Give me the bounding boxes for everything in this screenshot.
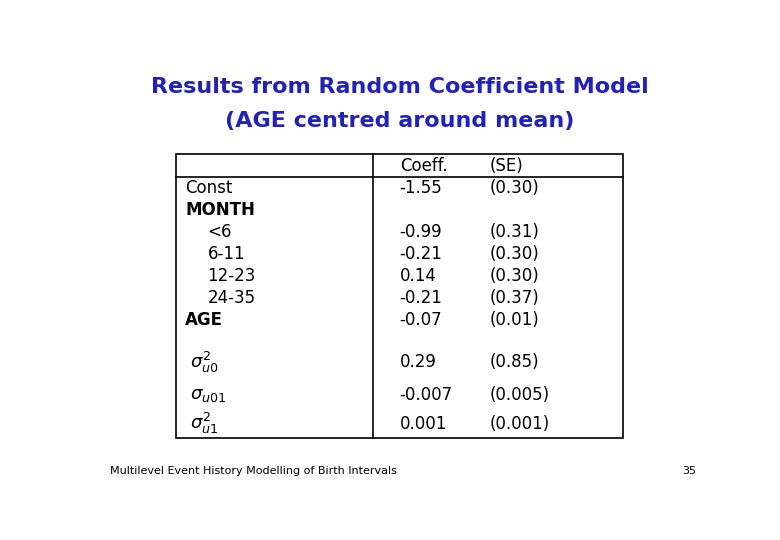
FancyBboxPatch shape (176, 154, 623, 438)
Text: Multilevel Event History Modelling of Birth Intervals: Multilevel Event History Modelling of Bi… (109, 467, 396, 476)
Text: 24-35: 24-35 (207, 289, 256, 307)
Text: 12-23: 12-23 (207, 267, 256, 285)
Text: (0.85): (0.85) (489, 353, 539, 371)
Text: MONTH: MONTH (185, 201, 255, 219)
Text: -0.99: -0.99 (399, 223, 442, 241)
Text: (SE): (SE) (489, 157, 523, 174)
Text: $\sigma_{u0}^{2}$: $\sigma_{u0}^{2}$ (190, 349, 218, 375)
Text: AGE: AGE (185, 311, 223, 329)
Text: $\sigma_{u01}$: $\sigma_{u01}$ (190, 386, 225, 404)
Text: 6-11: 6-11 (207, 245, 245, 263)
Text: (0.30): (0.30) (489, 179, 539, 197)
Text: $\sigma_{u1}^{2}$: $\sigma_{u1}^{2}$ (190, 411, 218, 436)
Text: Const: Const (185, 179, 232, 197)
Text: (0.005): (0.005) (489, 386, 549, 404)
Text: (0.001): (0.001) (489, 415, 549, 433)
Text: -0.007: -0.007 (399, 386, 453, 404)
Text: 0.14: 0.14 (399, 267, 437, 285)
Text: (0.30): (0.30) (489, 245, 539, 263)
Text: (0.31): (0.31) (489, 223, 539, 241)
Text: (0.37): (0.37) (489, 289, 539, 307)
Text: Results from Random Coefficient Model: Results from Random Coefficient Model (151, 77, 649, 97)
Text: -1.55: -1.55 (399, 179, 442, 197)
Text: <6: <6 (207, 223, 232, 241)
Text: 0.001: 0.001 (399, 415, 447, 433)
Text: Coeff.: Coeff. (399, 157, 448, 174)
Text: (0.30): (0.30) (489, 267, 539, 285)
Text: 0.29: 0.29 (399, 353, 437, 371)
Text: -0.21: -0.21 (399, 289, 442, 307)
Text: (AGE centred around mean): (AGE centred around mean) (225, 111, 574, 131)
Text: -0.07: -0.07 (399, 311, 442, 329)
Text: -0.21: -0.21 (399, 245, 442, 263)
Text: 35: 35 (682, 467, 696, 476)
Text: (0.01): (0.01) (489, 311, 539, 329)
